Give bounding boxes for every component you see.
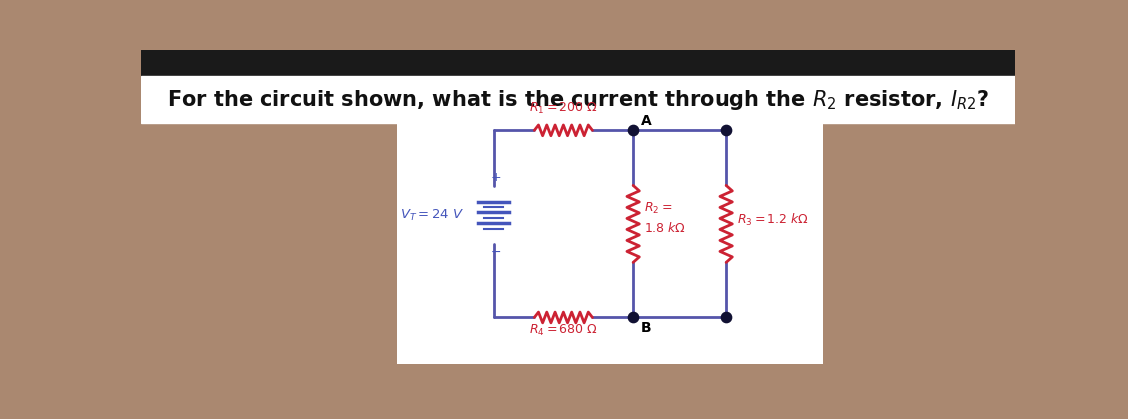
- Point: [624, 314, 642, 321]
- Point: [624, 127, 642, 134]
- Text: For the circuit shown, what is the current through the $R_2$ resistor, $I_{R2}$?: For the circuit shown, what is the curre…: [167, 88, 989, 111]
- Text: $V_T = 24\ V$: $V_T = 24\ V$: [399, 207, 465, 222]
- Bar: [397, 79, 823, 364]
- Text: B: B: [641, 321, 652, 334]
- Text: +: +: [491, 171, 501, 184]
- Text: $R_3 = 1.2\ k\Omega$: $R_3 = 1.2\ k\Omega$: [737, 212, 809, 228]
- Text: −: −: [491, 246, 501, 259]
- Text: $R_4 = 680\ \Omega$: $R_4 = 680\ \Omega$: [529, 323, 598, 338]
- Bar: [141, 50, 1015, 76]
- Text: A: A: [641, 114, 652, 128]
- Point: [717, 127, 735, 134]
- Text: $R_1 = 200\ \Omega$: $R_1 = 200\ \Omega$: [529, 101, 598, 116]
- Point: [717, 314, 735, 321]
- Text: $R_2 =$
$1.8\ k\Omega$: $R_2 =$ $1.8\ k\Omega$: [644, 201, 686, 235]
- Bar: [141, 76, 1015, 123]
